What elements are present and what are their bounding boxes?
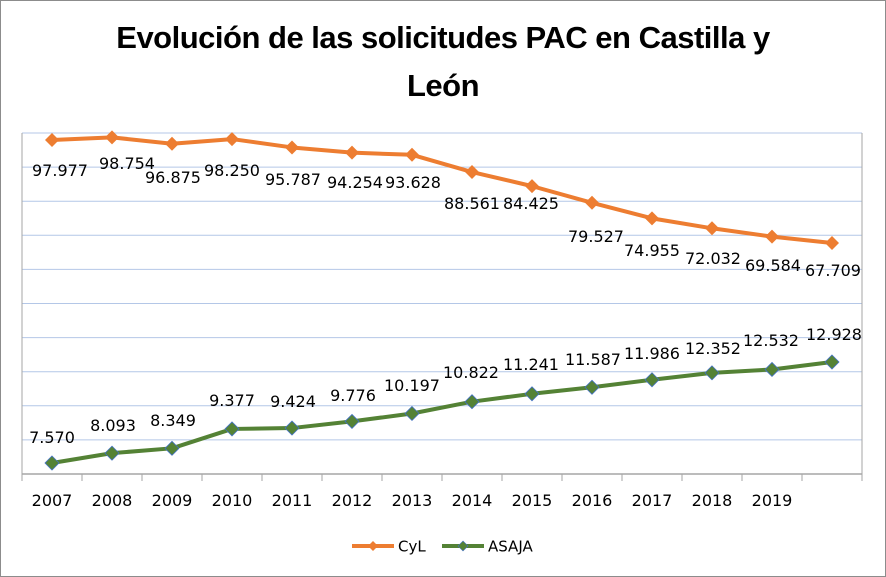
chart-title: Evolución de las solicitudes PAC en Cast… [0, 14, 886, 110]
x-tick-label: 2008 [92, 491, 133, 510]
data-label-cyl: 98.754 [99, 154, 155, 173]
data-point-marker[interactable] [465, 165, 479, 180]
data-point-marker[interactable] [225, 132, 239, 147]
data-point-marker[interactable] [825, 236, 839, 250]
data-point-marker[interactable] [585, 195, 599, 210]
data-label-cyl: 98.250 [204, 161, 260, 180]
data-label-cyl: 93.628 [385, 173, 441, 192]
data-point-marker[interactable] [44, 455, 60, 471]
data-label-asaja: 12.352 [685, 339, 741, 358]
x-tick-label: 2009 [152, 491, 193, 510]
data-point-marker[interactable] [285, 140, 299, 155]
legend[interactable]: CyL ASAJA [352, 538, 533, 556]
x-tick-label: 2013 [392, 491, 433, 510]
series [44, 130, 840, 471]
x-tick-label: 2015 [512, 491, 553, 510]
x-tick-label: 2011 [272, 491, 313, 510]
legend-entry-cyl[interactable]: CyL [352, 538, 426, 556]
data-label-asaja: 8.349 [150, 411, 196, 430]
data-label-cyl: 84.425 [503, 194, 559, 213]
data-label-cyl: 94.254 [327, 173, 383, 192]
data-label-asaja: 8.093 [90, 416, 136, 435]
x-axis: 2007 2008 2009 2010 2011 2012 2013 2014 2015 2016… [21, 473, 863, 510]
data-label-asaja: 9.776 [330, 386, 376, 405]
data-label-cyl: 79.527 [568, 227, 624, 246]
data-label-asaja: 10.822 [443, 363, 499, 382]
data-label-cyl: 69.584 [745, 256, 801, 275]
legend-entry-asaja[interactable]: ASAJA [442, 538, 533, 556]
series-line-asaja [51, 360, 833, 465]
data-label-asaja: 11.986 [624, 344, 680, 363]
data-label-asaja: 12.532 [743, 331, 799, 350]
x-tick-label: 2007 [32, 491, 73, 510]
data-point-marker[interactable] [344, 413, 360, 429]
data-label-asaja: 9.424 [270, 392, 316, 411]
data-label-asaja: 10.197 [384, 376, 440, 395]
data-label-asaja: 11.241 [503, 355, 559, 374]
x-tick-label: 2017 [632, 491, 673, 510]
data-point-marker[interactable] [404, 405, 420, 422]
x-tick-label: 2016 [572, 491, 613, 510]
chart-title-line-2: León [406, 68, 480, 103]
data-label-cyl: 88.561 [444, 194, 500, 213]
data-label-cyl: 96.875 [145, 168, 201, 187]
chart-title-line-1: Evolución de las solicitudes PAC en Cast… [116, 20, 770, 55]
x-tick-label: 2012 [332, 491, 373, 510]
data-label-cyl: 97.977 [32, 161, 88, 180]
x-tick-label: 2014 [452, 491, 493, 510]
data-point-marker[interactable] [525, 179, 539, 194]
legend-marker-icon [368, 541, 378, 551]
data-point-marker[interactable] [824, 354, 840, 370]
data-label-cyl: 67.709 [805, 261, 861, 280]
series-line-cyl [51, 135, 833, 245]
data-label-cyl: 95.787 [265, 170, 321, 189]
data-point-marker[interactable] [764, 361, 780, 378]
data-point-marker[interactable] [765, 229, 779, 244]
data-point-marker[interactable] [104, 445, 120, 461]
data-point-marker[interactable] [45, 133, 59, 147]
data-label-asaja: 11.587 [565, 350, 621, 369]
legend-label: CyL [398, 538, 426, 556]
data-label-cyl: 72.032 [685, 249, 741, 268]
data-point-marker[interactable] [165, 136, 179, 151]
legend-label: ASAJA [488, 538, 533, 556]
data-point-marker[interactable] [105, 130, 119, 145]
data-point-marker[interactable] [524, 386, 540, 402]
data-point-marker[interactable] [284, 420, 300, 436]
data-point-marker[interactable] [584, 379, 600, 395]
data-point-marker[interactable] [645, 211, 659, 226]
data-point-marker[interactable] [704, 365, 720, 381]
data-point-marker[interactable] [405, 147, 419, 162]
data-label-cyl: 74.955 [624, 241, 680, 260]
legend-marker-icon [457, 540, 469, 552]
data-point-marker[interactable] [164, 440, 180, 456]
data-point-marker[interactable] [224, 421, 240, 437]
data-point-marker[interactable] [705, 221, 719, 236]
data-label-asaja: 9.377 [209, 391, 255, 410]
x-tick-label: 2019 [752, 491, 793, 510]
data-label-asaja: 12.928 [806, 325, 862, 344]
data-label-asaja: 7.570 [29, 428, 75, 447]
data-point-marker[interactable] [345, 145, 359, 160]
x-tick-label: 2018 [692, 491, 733, 510]
data-point-marker[interactable] [644, 372, 660, 388]
x-tick-label: 2010 [212, 491, 253, 510]
data-point-marker[interactable] [464, 394, 480, 410]
